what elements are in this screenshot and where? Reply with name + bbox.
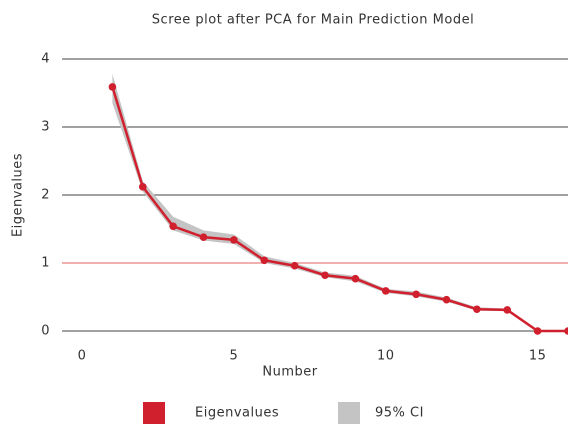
point <box>230 236 238 244</box>
point <box>321 271 329 280</box>
point <box>169 222 177 231</box>
y-tick-label: 2 <box>41 188 50 203</box>
point <box>199 233 208 241</box>
y-tick-label: 0 <box>41 324 50 339</box>
x-tick-label: 5 <box>230 349 239 364</box>
point <box>351 274 360 283</box>
y-tick-label: 4 <box>41 52 50 67</box>
point <box>138 183 147 191</box>
x-tick-label: 0 <box>78 349 87 364</box>
y-axis-label: Eigenvalues <box>11 153 26 237</box>
point <box>503 306 512 314</box>
legend-label: Eigenvalues <box>195 406 279 421</box>
point <box>290 261 299 270</box>
legend-swatch <box>143 402 165 424</box>
point <box>564 327 568 335</box>
series-line <box>111 86 568 333</box>
point <box>533 327 542 335</box>
ci-band <box>112 73 568 332</box>
x-tick-label: 15 <box>529 349 547 364</box>
point <box>381 287 390 295</box>
legend-label: 95% CI <box>375 406 424 421</box>
y-tick-label: 1 <box>41 256 50 271</box>
y-tick-label: 3 <box>41 120 50 135</box>
x-axis-label: Number <box>262 365 317 380</box>
point <box>412 290 420 299</box>
x-tick-label: 10 <box>377 349 395 364</box>
legend-swatch <box>338 402 360 424</box>
point <box>108 83 117 91</box>
point <box>442 295 451 304</box>
point <box>473 305 481 314</box>
point <box>260 256 269 265</box>
chart-title: Scree plot after PCA for Main Prediction… <box>152 13 474 28</box>
